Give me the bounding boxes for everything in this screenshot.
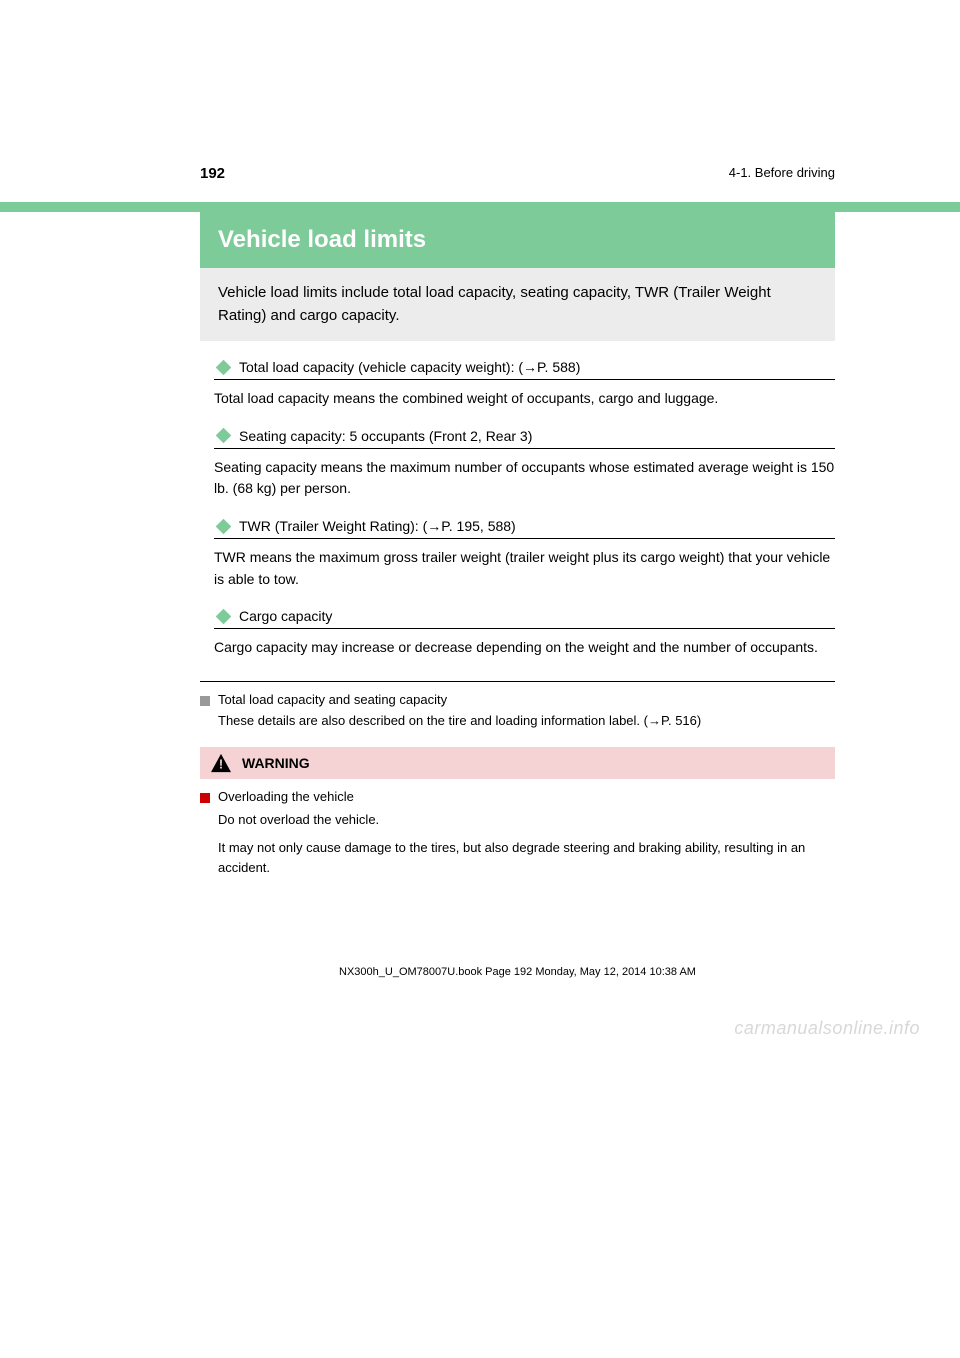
section-title: Total load capacity (vehicle capacity we…	[239, 359, 580, 375]
warning-title: Overloading the vehicle	[218, 789, 835, 804]
watermark: carmanualsonline.info	[0, 1018, 960, 1059]
warning-section: Overloading the vehicle Do not overload …	[200, 789, 835, 886]
header-divider-bar	[0, 202, 960, 212]
intro-text: Vehicle load limits include total load c…	[200, 268, 835, 341]
note-title: Total load capacity and seating capacity	[218, 692, 835, 707]
section-seating: Seating capacity: 5 occupants (Front 2, …	[200, 428, 835, 500]
warning-label: WARNING	[242, 755, 310, 771]
svg-text:!: !	[219, 756, 223, 771]
section-total-load: Total load capacity (vehicle capacity we…	[200, 359, 835, 410]
footer-text: NX300h_U_OM78007U.book Page 192 Monday, …	[200, 966, 835, 1018]
section-header: Seating capacity: 5 occupants (Front 2, …	[214, 428, 835, 449]
diamond-icon	[216, 428, 232, 444]
section-label: 4-1. Before driving	[729, 165, 835, 182]
note-block: Total load capacity and seating capacity…	[200, 692, 835, 731]
page-header: 192 4-1. Before driving	[0, 0, 960, 192]
warning-header: ! WARNING	[200, 747, 835, 779]
page-title: Vehicle load limits	[200, 212, 835, 268]
section-body: Total load capacity means the combined w…	[200, 380, 835, 410]
section-cargo: Cargo capacity Cargo capacity may increa…	[200, 608, 835, 659]
section-title: TWR (Trailer Weight Rating): (→P. 195, 5…	[239, 518, 516, 534]
section-body: Cargo capacity may increase or decrease …	[200, 629, 835, 659]
diamond-icon	[216, 609, 232, 625]
section-header: Total load capacity (vehicle capacity we…	[214, 359, 835, 380]
note-text: These details are also described on the …	[218, 711, 835, 731]
warning-triangle-icon: !	[210, 753, 232, 773]
section-title: Cargo capacity	[239, 608, 332, 624]
section-header: TWR (Trailer Weight Rating): (→P. 195, 5…	[214, 518, 835, 539]
section-title: Seating capacity: 5 occupants (Front 2, …	[239, 428, 532, 444]
page-number: 192	[200, 165, 225, 182]
warning-paragraph: It may not only cause damage to the tire…	[218, 838, 835, 878]
warning-paragraph: Do not overload the vehicle.	[218, 810, 835, 830]
red-marker-icon	[200, 793, 210, 803]
section-body: TWR means the maximum gross trailer weig…	[200, 539, 835, 590]
divider	[200, 681, 835, 682]
section-header: Cargo capacity	[214, 608, 835, 629]
diamond-icon	[216, 518, 232, 534]
section-body: Seating capacity means the maximum numbe…	[200, 449, 835, 500]
diamond-icon	[216, 359, 232, 375]
gray-marker-icon	[200, 696, 210, 706]
section-twr: TWR (Trailer Weight Rating): (→P. 195, 5…	[200, 518, 835, 590]
